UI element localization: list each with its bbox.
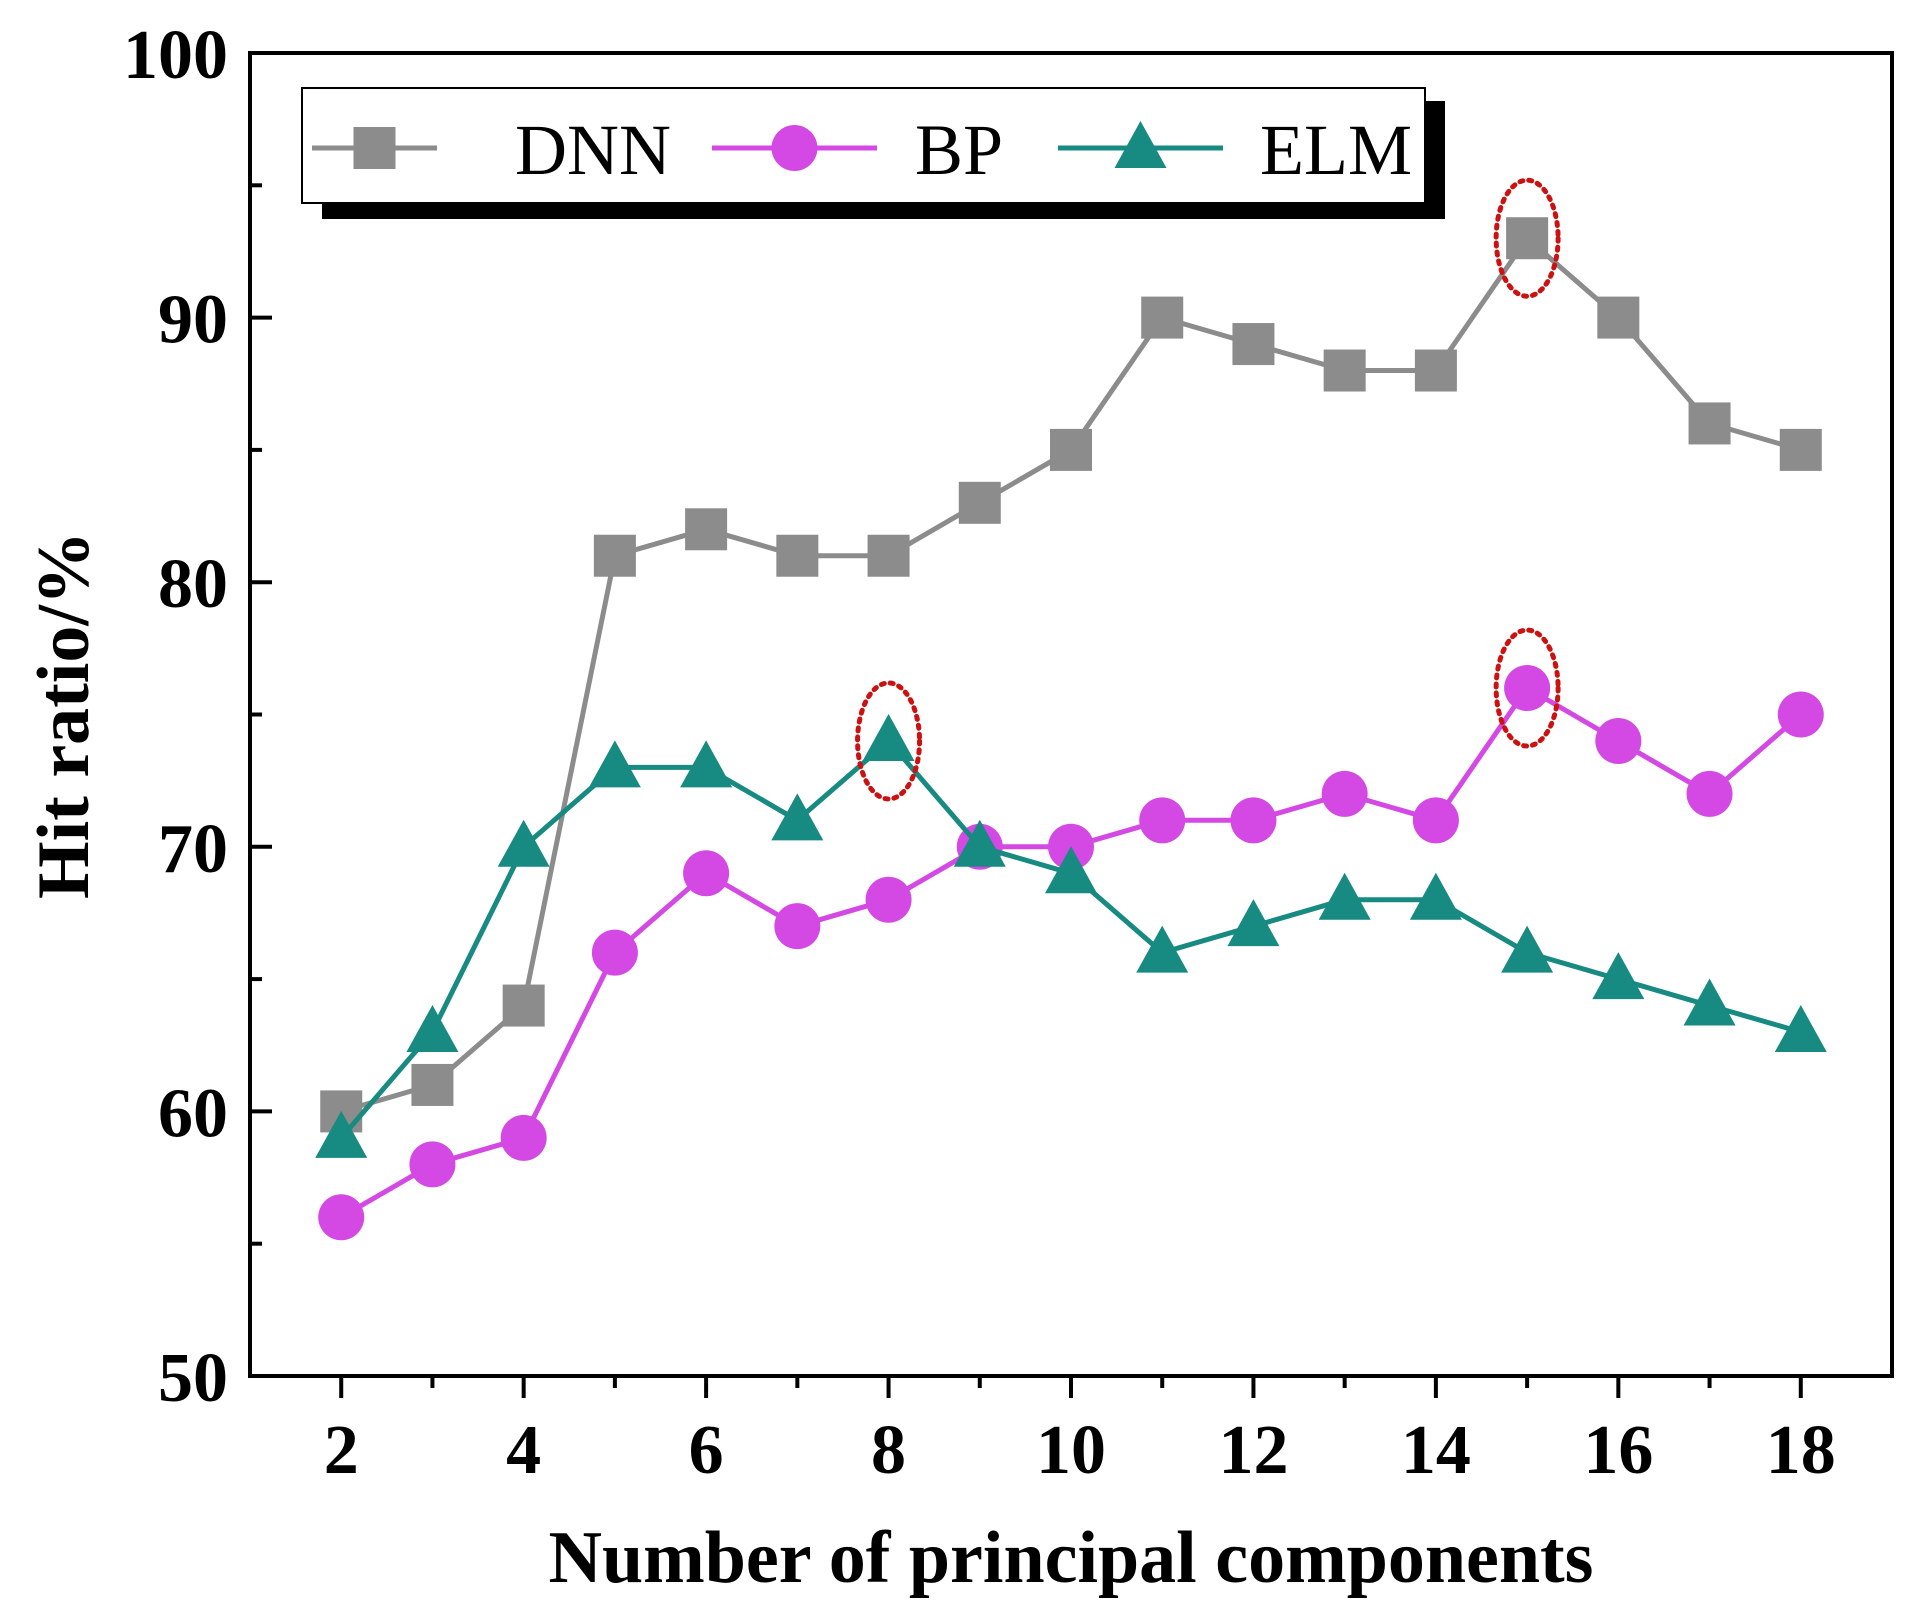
data-point-elm [588,740,641,788]
y-tick-label: 80 [158,546,228,623]
data-point-dnn [411,1063,454,1106]
y-axis-title: Hit ratio/% [23,531,105,899]
series-elm [315,713,1827,1158]
data-point-elm [1501,925,1554,973]
x-tick-label: 16 [1583,1412,1653,1489]
highlight-ellipse-elm [855,680,923,802]
data-point-bp [865,876,912,923]
series-line-elm [339,738,1802,1140]
data-point-bp [1686,770,1733,817]
data-point-elm [1227,899,1280,947]
x-tick-label: 4 [506,1412,541,1489]
data-point-elm [1318,872,1371,920]
series-layer [315,217,1827,1241]
data-point-elm [1045,846,1097,894]
highlight-ellipse-bp [1493,627,1561,749]
data-point-elm [953,819,1006,867]
y-tick-label: 90 [158,282,228,359]
x-tick-label: 10 [1036,1412,1106,1489]
data-point-bp [500,1114,547,1161]
data-point-dnn [685,508,728,551]
data-point-dnn [867,534,910,577]
data-point-elm [315,1110,368,1158]
x-axis-title: Number of principal components [549,1517,1594,1599]
data-point-bp [1230,797,1277,844]
data-point-bp [1321,770,1368,817]
data-point-dnn [1232,323,1275,366]
y-tick-label: 100 [123,17,228,94]
plot-frame [248,51,1894,1378]
data-point-bp [591,929,638,976]
data-point-elm [862,713,915,761]
data-point-dnn [1323,349,1366,392]
data-point-bp [683,850,730,897]
data-point-elm [1136,925,1189,973]
data-point-dnn [1141,296,1184,339]
data-point-elm [497,819,550,867]
data-point-elm [1592,952,1645,1000]
data-point-dnn [502,984,545,1027]
x-tick-label: 2 [324,1412,359,1489]
data-point-dnn [1597,296,1640,339]
annotation-layer [855,177,1561,802]
data-point-dnn [958,481,1001,524]
legend-label-bp: BP [915,110,1003,190]
legend-label-elm: ELM [1260,110,1412,190]
data-point-elm [680,740,733,788]
data-point-dnn [593,534,636,577]
data-point-bp [1139,797,1186,844]
series-line-bp [339,685,1803,1220]
x-tick-label: 12 [1218,1412,1288,1489]
data-point-bp [774,903,821,950]
data-point-bp [409,1141,456,1188]
data-point-bp [318,1194,365,1241]
x-tick-label: 18 [1766,1412,1836,1489]
axis-ticks [250,51,1803,1398]
series-bp [318,665,1824,1241]
data-point-bp [1504,665,1551,712]
data-point-elm [771,793,824,841]
tick-labels: 2 4 6 8 10 12 14 16 18 50 60 70 80 90 100 [123,17,1836,1489]
data-point-dnn [1050,428,1092,471]
data-point-elm [1409,872,1462,920]
data-point-bp [1595,717,1642,764]
legend-marker-dnn [353,127,396,169]
data-point-elm [1683,978,1736,1026]
data-point-dnn [1779,428,1822,471]
data-point-dnn [1414,349,1457,392]
legend-marker-bp [771,125,818,171]
x-tick-label: 8 [871,1412,906,1489]
x-tick-label: 6 [689,1412,724,1489]
y-tick-label: 60 [158,1075,228,1152]
data-point-dnn [1506,217,1549,260]
x-tick-label: 14 [1401,1412,1471,1489]
data-point-dnn [776,534,819,577]
legend-marker-elm [1114,121,1167,168]
series-line-dnn [340,235,1802,1114]
data-point-elm [406,1005,459,1053]
y-tick-label: 70 [158,811,228,888]
highlight-ellipse-dnn [1493,177,1561,299]
data-point-bp [1777,691,1824,738]
legend: DNN BP ELM [301,87,1445,219]
legend-label-dnn: DNN [515,110,671,190]
data-point-dnn [1688,402,1731,445]
data-point-elm [1774,1005,1827,1053]
data-point-bp [1412,797,1459,844]
series-dnn [320,217,1822,1133]
y-tick-label: 50 [158,1340,228,1417]
